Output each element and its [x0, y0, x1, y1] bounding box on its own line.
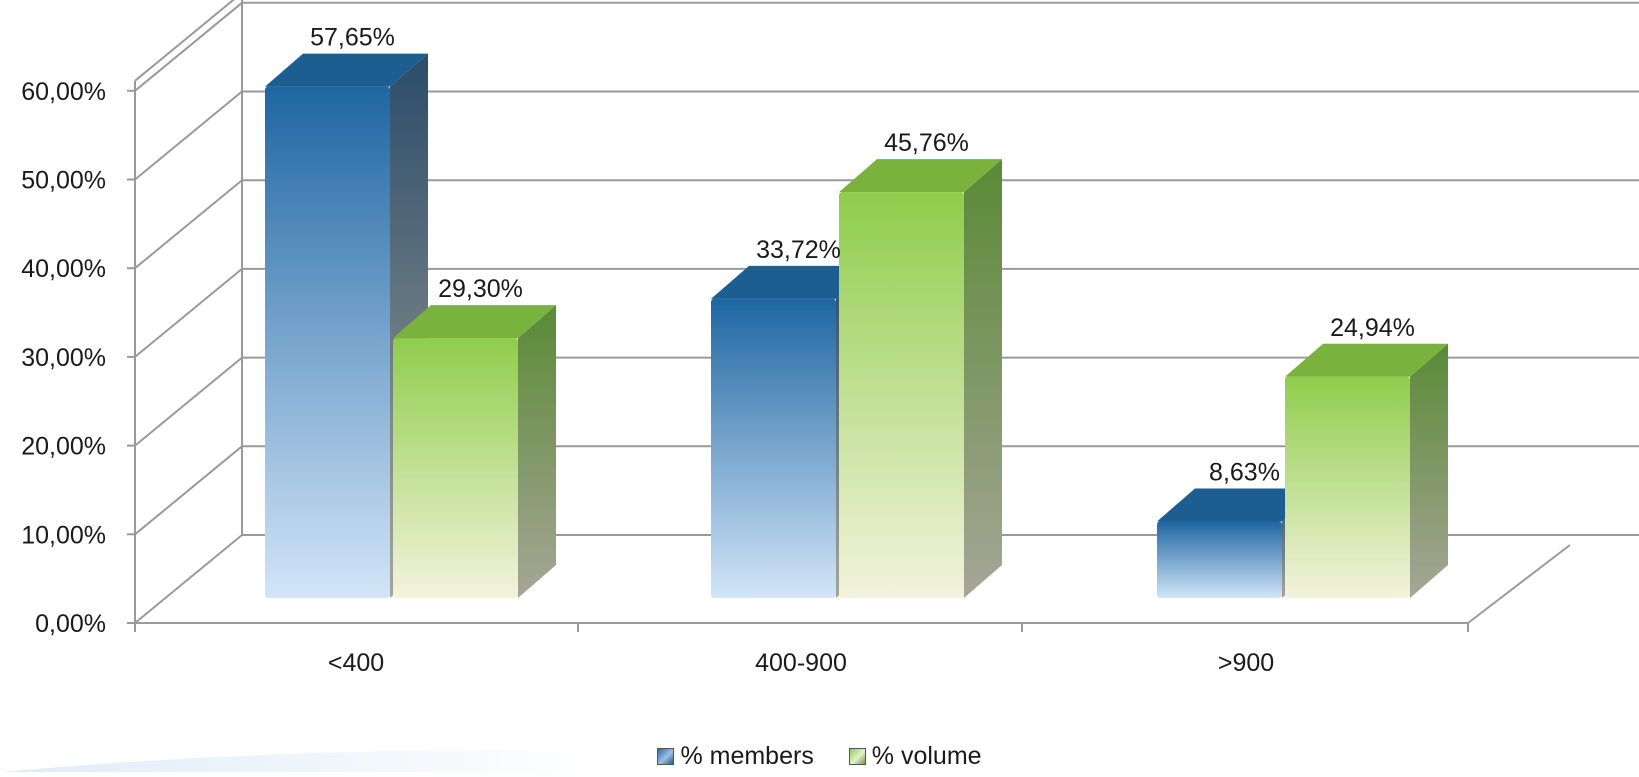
- legend-item-members: % members: [657, 742, 814, 771]
- x-tick-label: >900: [1218, 649, 1274, 677]
- data-label: 24,94%: [1330, 314, 1415, 342]
- data-label: 45,76%: [884, 129, 969, 157]
- y-tick-label: 0,00%: [35, 610, 106, 638]
- data-label: 8,63%: [1209, 458, 1280, 486]
- x-tick-label: <400: [328, 649, 384, 677]
- y-tick-label: 30,00%: [21, 344, 106, 372]
- legend-label-volume: % volume: [871, 742, 982, 770]
- y-tick-label: 20,00%: [21, 433, 106, 461]
- y-tick-label: 10,00%: [21, 521, 106, 549]
- data-label: 57,65%: [310, 24, 395, 52]
- bar-top: [711, 265, 874, 299]
- bar: [393, 305, 556, 598]
- legend-item-volume: % volume: [848, 742, 982, 771]
- y-tick-label: 40,00%: [21, 255, 106, 283]
- bar-top: [1285, 343, 1448, 377]
- bar-side: [518, 305, 556, 598]
- bar: [1285, 343, 1448, 598]
- bar-front: [1157, 521, 1282, 598]
- bars: [265, 53, 1448, 598]
- legend: % members % volume: [0, 742, 1639, 772]
- data-labels: 57,65% 29,30% 33,72% 45,76% 8,63% 24,94%: [310, 24, 1415, 487]
- y-tick-label: 60,00%: [21, 78, 106, 106]
- bar-top: [393, 305, 556, 339]
- bar-front: [1285, 376, 1410, 598]
- bar-side: [1410, 343, 1448, 598]
- bar: [839, 159, 1002, 598]
- legend-swatch-members: [657, 748, 675, 765]
- bar-top: [839, 159, 1002, 193]
- bar-top: [265, 53, 428, 87]
- bar-front: [393, 338, 518, 598]
- bar-front: [265, 86, 390, 598]
- floor-right-edge: [1467, 544, 1571, 624]
- legend-swatch-volume: [848, 748, 866, 765]
- bar-front: [711, 298, 836, 598]
- x-tick-label: 400-900: [755, 649, 847, 677]
- bar-top: [1157, 488, 1320, 522]
- legend-label-members: % members: [680, 742, 814, 770]
- bar-front: [839, 192, 964, 598]
- wall-top-edge: [134, 0, 235, 82]
- data-label: 29,30%: [438, 275, 523, 303]
- y-tick-label: 50,00%: [21, 167, 106, 195]
- axes: 0,00% 10,00% 20,00% 30,00% 40,00% 50,00% 60,00…: [21, 0, 1571, 677]
- data-label: 33,72%: [756, 236, 841, 264]
- bar-side: [964, 159, 1002, 598]
